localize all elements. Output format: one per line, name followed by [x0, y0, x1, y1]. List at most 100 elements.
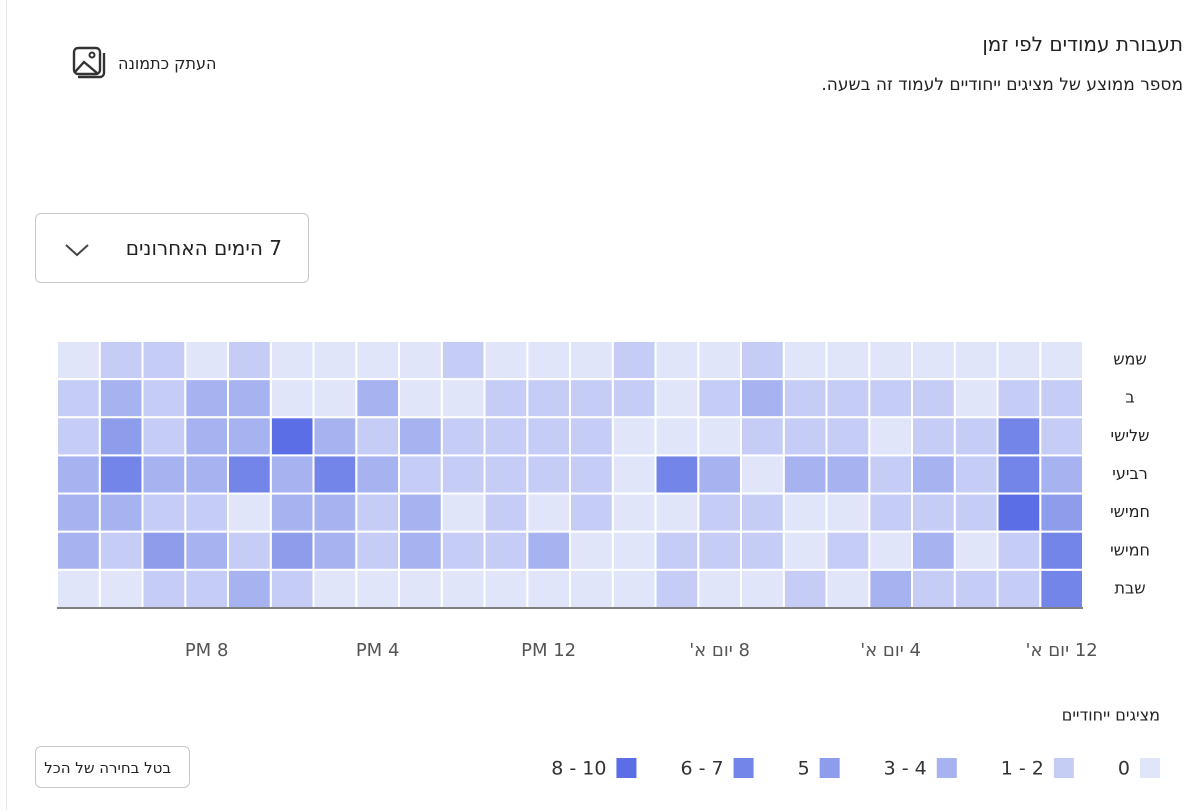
cell	[996, 340, 1042, 381]
cell	[355, 568, 400, 609]
legend-swatch	[1053, 758, 1074, 778]
cell	[440, 530, 486, 571]
cell	[56, 492, 101, 533]
cell	[312, 378, 358, 419]
cell	[911, 568, 956, 609]
cell	[825, 340, 871, 381]
cell	[868, 492, 913, 533]
cell	[740, 454, 785, 495]
cell	[355, 492, 400, 533]
cell	[569, 378, 614, 419]
cell	[312, 340, 358, 381]
cell	[697, 454, 742, 495]
cell	[825, 378, 871, 419]
cell	[611, 568, 657, 609]
cell	[611, 530, 657, 571]
cell	[56, 378, 101, 419]
cell	[440, 416, 486, 457]
cell	[227, 378, 272, 419]
cell	[654, 340, 700, 381]
cell	[98, 378, 144, 419]
legend-label: 0	[1118, 758, 1130, 780]
cell	[569, 568, 614, 609]
cell	[526, 568, 571, 609]
cell	[911, 530, 956, 571]
copy-button[interactable]: העתק כתמונה	[70, 44, 216, 82]
row-label: שבת	[1114, 578, 1145, 597]
cell	[654, 378, 700, 419]
cell	[953, 568, 999, 609]
cell	[868, 530, 913, 571]
cell	[953, 492, 999, 533]
cell	[782, 378, 828, 419]
cell	[440, 454, 486, 495]
cell	[526, 454, 571, 495]
cell	[953, 340, 999, 381]
cell	[825, 416, 871, 457]
cell	[782, 530, 828, 571]
cell	[868, 416, 913, 457]
chevron	[65, 244, 89, 257]
cell	[697, 340, 742, 381]
image-icon	[72, 46, 106, 79]
dropdown[interactable]: 7 הימים האחרונים	[35, 213, 309, 283]
cell	[141, 492, 187, 533]
legend-swatch	[1140, 758, 1160, 778]
cell	[98, 530, 144, 571]
cell	[526, 378, 571, 419]
cell	[697, 492, 742, 533]
cell	[868, 340, 913, 381]
cell	[184, 416, 229, 457]
cell	[184, 530, 229, 571]
cell	[56, 416, 101, 457]
row-label: ב	[1125, 388, 1134, 407]
cell	[227, 416, 272, 457]
cell	[868, 568, 913, 609]
cell	[526, 530, 571, 571]
cell	[654, 454, 700, 495]
clear-button[interactable]: בטל בחירה של הכל	[35, 746, 190, 788]
cell	[1039, 568, 1084, 609]
row-label: שמש	[1113, 350, 1147, 369]
row-label: שלישי	[1111, 426, 1150, 445]
cell	[996, 378, 1042, 419]
legend-swatch	[819, 758, 840, 778]
cell	[569, 416, 614, 457]
cell	[184, 454, 229, 495]
cell	[654, 416, 700, 457]
cell	[996, 492, 1042, 533]
x-tick-label: 4 יום א'	[860, 640, 921, 661]
clear-label: בטל בחירה של הכל	[44, 759, 171, 777]
cell	[227, 530, 272, 571]
cell	[269, 492, 315, 533]
cell	[996, 454, 1042, 495]
cell	[996, 568, 1042, 609]
cell	[953, 416, 999, 457]
cell	[56, 340, 101, 381]
cell	[398, 530, 443, 571]
cell	[569, 340, 614, 381]
cell	[269, 378, 315, 419]
cell	[184, 340, 229, 381]
cell	[440, 378, 486, 419]
cell	[98, 492, 144, 533]
cell	[312, 454, 358, 495]
cell	[697, 416, 742, 457]
cell	[825, 492, 871, 533]
cell	[782, 492, 828, 533]
cell	[227, 454, 272, 495]
cell	[740, 340, 785, 381]
cell	[56, 568, 101, 609]
cell	[654, 530, 700, 571]
cell	[184, 492, 229, 533]
x-tick-label: 8 יום א'	[689, 640, 750, 661]
cell	[611, 416, 657, 457]
cell	[269, 530, 315, 571]
cell	[56, 454, 101, 495]
cell	[141, 378, 187, 419]
x-tick-label: 12 PM	[521, 640, 576, 661]
row-label: חמישי	[1110, 540, 1150, 559]
cell	[911, 378, 956, 419]
cell	[911, 454, 956, 495]
cell	[911, 492, 956, 533]
